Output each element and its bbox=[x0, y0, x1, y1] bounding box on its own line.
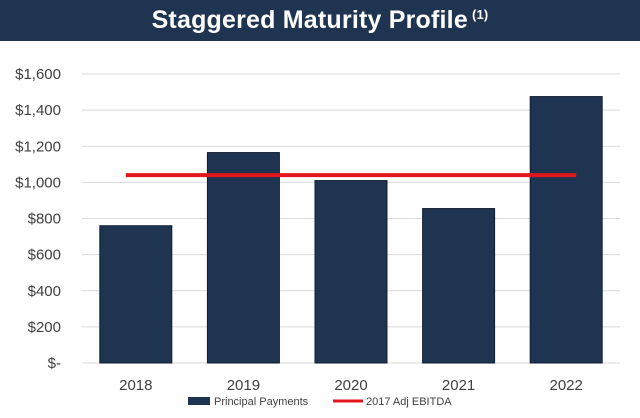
y-tick-label: $400 bbox=[28, 283, 61, 300]
y-tick-label: $1,400 bbox=[15, 102, 61, 119]
title-footnote: (1) bbox=[471, 6, 489, 22]
y-tick-label: $- bbox=[48, 355, 61, 372]
x-tick-label: 2021 bbox=[442, 377, 475, 394]
x-tick-label: 2018 bbox=[119, 377, 152, 394]
x-tick-label: 2020 bbox=[334, 377, 367, 394]
legend-label-principal: Principal Payments bbox=[214, 396, 309, 408]
y-tick-label: $600 bbox=[28, 247, 61, 264]
bar bbox=[314, 180, 388, 364]
chart-title-text: Staggered Maturity Profile bbox=[151, 6, 468, 34]
bar bbox=[422, 208, 496, 364]
legend-label-ebitda: 2017 Adj EBITDA bbox=[366, 396, 452, 408]
bar bbox=[529, 96, 603, 364]
x-tick-label: 2019 bbox=[227, 377, 260, 394]
y-tick-label: $1,600 bbox=[15, 66, 61, 83]
x-tick-label: 2022 bbox=[550, 377, 583, 394]
y-tick-label: $800 bbox=[28, 211, 61, 228]
bar bbox=[99, 225, 173, 364]
legend-swatch-principal bbox=[188, 397, 210, 405]
chart-title: Staggered Maturity Profile (1) bbox=[152, 6, 489, 35]
bar bbox=[206, 152, 280, 364]
title-bar: Staggered Maturity Profile (1) bbox=[0, 0, 640, 41]
y-tick-label: $200 bbox=[28, 319, 61, 336]
chart-area: $- $200 $400 $600 $800 $1,000 $1,200 $1,400 $1,6… bbox=[15, 66, 620, 408]
y-tick-label: $1,000 bbox=[15, 174, 61, 191]
y-tick-label: $1,200 bbox=[15, 138, 61, 155]
